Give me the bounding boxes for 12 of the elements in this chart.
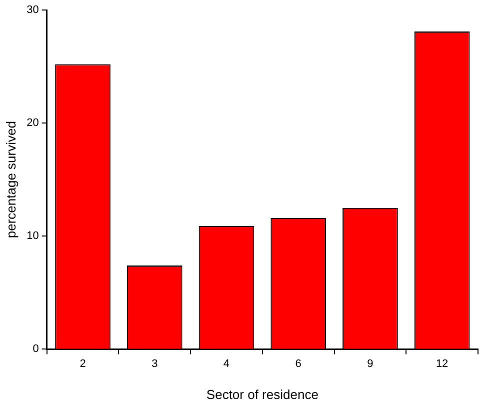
y-tick-label: 10 <box>26 230 39 242</box>
y-tick-label: 0 <box>32 343 39 356</box>
x-tick-label: 4 <box>223 358 230 370</box>
y-tick-label: 20 <box>26 117 39 130</box>
x-tick-label: 12 <box>436 358 448 370</box>
y-axis-title: percentage survived <box>3 121 18 238</box>
x-axis-title: Sector of residence <box>206 386 318 402</box>
x-tick-label: 9 <box>367 358 374 370</box>
x-tick-label: 3 <box>152 358 158 370</box>
x-tick-label: 2 <box>80 358 86 370</box>
x-tick-label: 6 <box>295 358 302 370</box>
y-tick-label: 30 <box>26 4 39 16</box>
